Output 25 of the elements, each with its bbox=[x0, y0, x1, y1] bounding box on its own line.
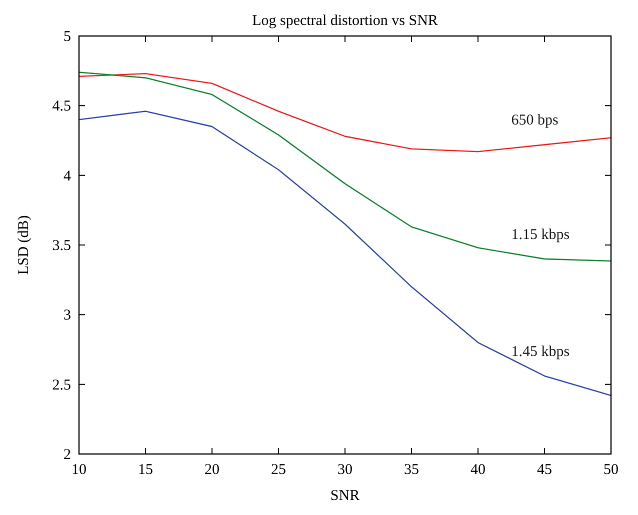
y-tick-label: 3.5 bbox=[52, 238, 71, 254]
x-axis-title: SNR bbox=[330, 488, 360, 504]
line-series bbox=[78, 72, 612, 262]
x-tick-label: 40 bbox=[470, 462, 486, 478]
y-tick-label: 2.5 bbox=[52, 377, 71, 394]
y-tick-label: 2 bbox=[64, 447, 71, 463]
series-label: 1.45 kbps bbox=[511, 344, 570, 360]
line-series bbox=[78, 110, 612, 396]
x-tick-label: 50 bbox=[604, 462, 618, 478]
chart-title: Log spectral distortion vs SNR bbox=[252, 13, 438, 29]
line-series bbox=[78, 72, 612, 152]
y-tick-label: 5 bbox=[64, 29, 71, 45]
series-label: 650 bps bbox=[511, 112, 558, 129]
x-tick-label: 10 bbox=[72, 462, 86, 478]
y-tick-label: 4.5 bbox=[52, 98, 71, 115]
x-tick-label: 30 bbox=[338, 462, 352, 478]
y-axis-title: LSD (dB) bbox=[16, 215, 32, 275]
x-tick-label: 45 bbox=[537, 462, 552, 478]
y-tick-label: 3 bbox=[64, 308, 71, 324]
x-tick-label: 15 bbox=[138, 462, 153, 478]
x-tick-label: 20 bbox=[204, 462, 220, 478]
x-tick-label: 35 bbox=[404, 462, 419, 478]
series-label: 1.15 kbps bbox=[511, 226, 570, 243]
x-tick-label: 25 bbox=[271, 462, 286, 478]
y-tick-label: 4 bbox=[64, 168, 72, 184]
